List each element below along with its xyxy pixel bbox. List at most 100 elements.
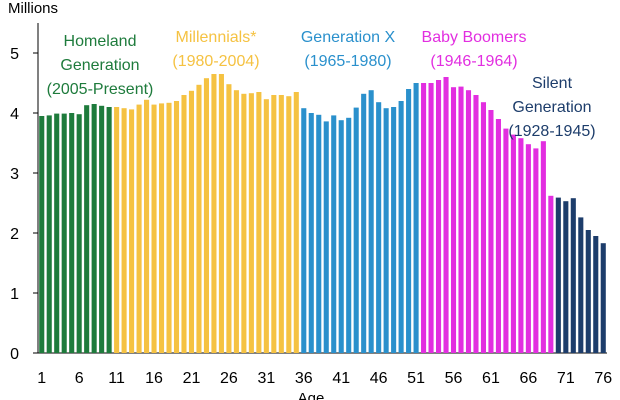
generation-label: Homeland Generation (2005-Present) [47, 33, 154, 98]
bar-age-75 [593, 236, 599, 353]
bar-age-37 [308, 113, 314, 353]
bar-age-60 [480, 102, 487, 353]
bar-age-71 [563, 201, 569, 353]
generation-label-line: (1965-1980) [304, 53, 391, 70]
bar-age-8 [91, 104, 97, 353]
bar-age-53 [428, 83, 434, 353]
x-tick-label: 16 [145, 370, 163, 387]
bar-age-34 [286, 96, 292, 353]
bar-age-12 [121, 108, 127, 353]
y-tick-label: 0 [10, 346, 19, 363]
bar-age-50 [406, 89, 412, 353]
bar-age-44 [361, 93, 367, 354]
bar-age-13 [129, 109, 135, 354]
bar-age-51 [413, 83, 419, 353]
bar-age-2 [46, 115, 52, 354]
bar-age-29 [248, 93, 254, 353]
bar-age-10 [106, 107, 112, 353]
x-tick-label: 6 [75, 370, 84, 387]
generation-label: Generation X (1965-1980) [301, 29, 396, 70]
generation-label-line: Homeland [64, 33, 137, 50]
bar-age-55 [443, 77, 449, 353]
generation-label-line: (1980-2004) [172, 53, 259, 70]
bar-age-17 [158, 103, 165, 354]
bar-age-58 [465, 90, 472, 353]
y-tick-label: 2 [10, 226, 19, 243]
bar-age-30 [256, 92, 262, 353]
generation-label: Baby Boomers (1946-1964) [422, 29, 527, 70]
bar-age-6 [76, 114, 82, 353]
bar-age-70 [555, 197, 561, 353]
generation-label-line: Silent [532, 75, 573, 92]
bar-age-28 [241, 93, 247, 354]
unit-label: Millions [8, 0, 58, 17]
y-tick-label: 1 [10, 286, 19, 303]
x-tick-label: 46 [370, 370, 388, 387]
bar-age-54 [436, 80, 442, 353]
bar-age-66 [525, 144, 531, 353]
generation-label-line: Generation X [301, 29, 396, 46]
bar-age-59 [473, 95, 479, 353]
bar-age-11 [114, 107, 120, 353]
bar-age-22 [196, 84, 202, 354]
bar-age-3 [54, 113, 60, 353]
bar-age-4 [61, 113, 67, 353]
bar-age-42 [346, 117, 352, 353]
y-axis: 0 1 2 3 4 5 [10, 23, 39, 363]
bar-age-52 [421, 83, 427, 353]
bar-age-61 [488, 110, 494, 353]
bar-age-16 [151, 104, 157, 353]
bar-age-64 [510, 134, 516, 353]
x-tick-label: 1 [37, 370, 46, 387]
generation-label-line: (2005-Present) [47, 81, 154, 98]
bar-age-65 [518, 138, 524, 353]
generation-label-line: Baby Boomers [422, 29, 527, 46]
bar-age-21 [188, 90, 195, 354]
bar-age-25 [218, 74, 224, 353]
bar-age-76 [600, 243, 606, 353]
generation-label: Millennials* (1980-2004) [172, 29, 259, 70]
generation-label-line: (1946-1964) [430, 53, 517, 70]
bar-age-68 [540, 141, 546, 353]
x-tick-label: 36 [295, 370, 313, 387]
bar-age-33 [278, 95, 284, 353]
y-tick-label: 5 [10, 46, 19, 63]
bar-age-69 [548, 195, 554, 353]
bar-age-35 [293, 92, 299, 353]
bar-age-1 [39, 116, 45, 353]
bar-age-47 [383, 108, 389, 353]
bar-age-56 [450, 87, 457, 353]
bar-age-43 [353, 107, 359, 353]
generation-label-line: (1928-1945) [508, 123, 595, 140]
generation-label-line: Generation [512, 99, 591, 116]
bar-age-19 [173, 101, 180, 353]
x-tick-label: 56 [445, 370, 463, 387]
bar-age-57 [458, 86, 464, 353]
x-tick-label: 21 [183, 370, 201, 387]
bar-age-32 [271, 95, 277, 353]
x-tick-label: 11 [108, 370, 125, 387]
bar-age-45 [368, 90, 374, 353]
bar-age-46 [376, 102, 382, 353]
x-axis-label: Age [298, 390, 325, 400]
bar-age-38 [316, 114, 322, 353]
bar-age-15 [144, 99, 150, 353]
bar-age-39 [323, 121, 329, 354]
bar-age-41 [338, 120, 344, 353]
bar-age-36 [301, 108, 307, 353]
bar-age-74 [585, 230, 591, 353]
bar-age-14 [136, 104, 142, 353]
x-tick-label: 76 [594, 370, 612, 387]
generation-labels: Homeland Generation (2005-Present) Millenni… [47, 29, 596, 140]
bar-age-72 [570, 198, 576, 353]
bar-age-23 [203, 78, 209, 353]
bar-age-31 [263, 99, 269, 353]
bar-age-73 [578, 217, 584, 353]
x-tick-label: 71 [557, 370, 575, 387]
bar-age-49 [398, 101, 404, 353]
x-tick-label: 26 [220, 370, 238, 387]
bar-age-18 [166, 102, 172, 353]
bar-age-7 [84, 105, 90, 353]
x-tick-label: 66 [519, 370, 537, 387]
x-axis: 1 6 11 16 21 26 31 36 41 46 51 56 61 66 71 76 [37, 352, 612, 387]
